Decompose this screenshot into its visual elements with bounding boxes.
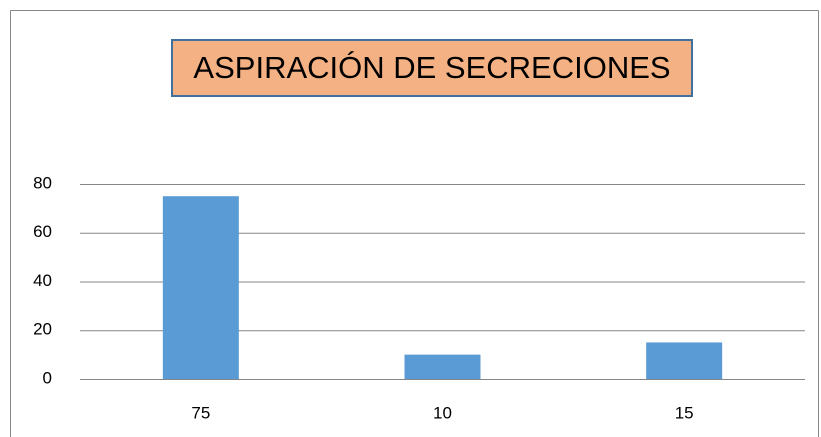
bar (404, 354, 481, 379)
y-tick-label: 60 (33, 222, 52, 241)
y-tick-label: 20 (33, 320, 52, 339)
y-tick-label: 40 (33, 271, 52, 290)
chart-title: ASPIRACIÓN DE SECRECIONES (193, 50, 670, 85)
y-tick-label: 80 (33, 173, 52, 192)
bar (646, 342, 723, 379)
bar (162, 196, 239, 379)
x-tick-label: 10 (433, 403, 452, 422)
y-tick-label: 0 (43, 368, 52, 387)
x-tick-label: 15 (675, 403, 694, 422)
x-tick-label: 75 (191, 403, 210, 422)
title-box (171, 39, 693, 97)
